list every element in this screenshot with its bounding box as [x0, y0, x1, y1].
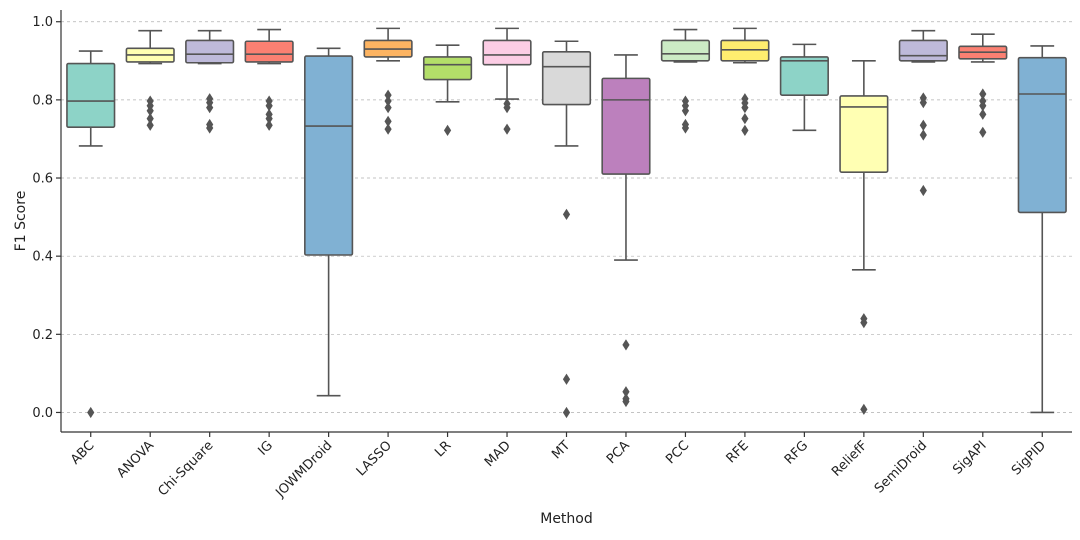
outlier-point — [265, 119, 273, 131]
box-semidroid — [898, 29, 948, 197]
outlier-point — [622, 386, 630, 398]
x-tick-label: PCC — [663, 438, 692, 467]
x-tick-label: RFG — [782, 438, 811, 467]
x-tick-label: PCA — [604, 438, 633, 467]
box-series — [66, 27, 1067, 419]
outlier-point — [384, 115, 392, 127]
outlier-point — [146, 119, 154, 131]
x-tick-label: SigAPI — [950, 438, 989, 477]
outlier-point — [979, 100, 987, 112]
box-mt — [541, 40, 592, 419]
iqr-box — [601, 77, 651, 175]
box-ig — [244, 28, 294, 131]
outlier-point — [562, 373, 571, 385]
box-anova — [125, 29, 175, 131]
iqr-box — [422, 56, 473, 81]
outlier-point — [919, 119, 927, 131]
iqr-box — [482, 39, 532, 66]
x-tick-label: MAD — [482, 438, 514, 470]
outlier-point — [443, 124, 452, 136]
outlier-point — [562, 208, 571, 220]
outlier-point — [384, 123, 392, 135]
outlier-point — [503, 123, 511, 135]
outlier-point — [741, 113, 749, 125]
x-tick-label: SigPID — [1009, 438, 1049, 478]
box-chi-square — [185, 29, 235, 134]
x-tick-label: Chi-Square — [155, 438, 216, 499]
iqr-box — [898, 39, 948, 62]
y-tick-label: 0.0 — [32, 406, 53, 421]
outlier-point — [919, 184, 927, 197]
box-pcc — [660, 28, 711, 134]
outlier-point — [265, 113, 273, 125]
outlier-point — [979, 88, 987, 100]
y-tick-label: 0.6 — [32, 172, 53, 187]
outlier-point — [860, 316, 868, 329]
box-pca — [601, 54, 651, 408]
box-abc — [66, 50, 116, 419]
y-axis-label: F1 Score — [13, 191, 29, 252]
x-tick-label: ReliefF — [829, 438, 871, 480]
outlier-point — [741, 102, 749, 114]
outlier-point — [919, 97, 927, 109]
x-tick-label: ABC — [68, 438, 97, 467]
box-mad — [482, 27, 532, 135]
x-tick-label: IG — [256, 438, 276, 458]
x-tick-label: LASSO — [354, 438, 395, 479]
outlier-point — [860, 403, 868, 415]
y-tick-label: 1.0 — [32, 15, 53, 30]
outlier-point — [206, 122, 214, 134]
outlier-point — [562, 406, 571, 419]
box-lasso — [363, 27, 413, 135]
iqr-box — [185, 39, 235, 64]
outlier-point — [681, 122, 690, 134]
outlier-point — [206, 102, 214, 114]
outlier-point — [87, 406, 95, 419]
outlier-point — [741, 124, 749, 136]
outlier-point — [384, 89, 392, 101]
outlier-point — [681, 105, 690, 117]
outlier-point — [622, 339, 630, 351]
outlier-point — [384, 102, 392, 114]
y-tick-label: 0.8 — [32, 93, 53, 108]
outlier-point — [146, 105, 154, 117]
outlier-point — [146, 113, 154, 125]
iqr-box — [304, 55, 354, 256]
x-tick-label: JOWMDroid — [272, 438, 335, 501]
outlier-point — [979, 108, 987, 120]
outlier-point — [503, 102, 511, 114]
iqr-box — [66, 62, 116, 129]
box-rfg — [779, 43, 829, 132]
iqr-box — [244, 40, 294, 63]
x-tick-label: ANOVA — [114, 438, 157, 481]
x-tick-label: RFE — [724, 438, 752, 466]
outlier-point — [384, 95, 392, 107]
iqr-box — [779, 56, 829, 96]
outlier-point — [919, 129, 927, 141]
box-sigapi — [958, 33, 1008, 138]
outlier-point — [622, 395, 630, 408]
box-rfe — [720, 27, 770, 136]
iqr-box — [541, 51, 592, 106]
x-tick-label: MT — [549, 438, 573, 462]
box-sigpid — [1017, 45, 1067, 414]
iqr-box — [1017, 56, 1067, 214]
y-tick-label: 0.2 — [32, 328, 53, 343]
outlier-point — [265, 100, 273, 112]
y-tick-labels: 0.0 0.2 0.4 0.6 0.8 1.0 — [32, 15, 61, 421]
box-jowmdroid — [304, 47, 354, 397]
x-tick-label: LR — [432, 438, 454, 460]
box-relieff — [839, 59, 889, 415]
outlier-point — [979, 126, 987, 138]
x-axis-label: Method — [540, 511, 593, 527]
y-tick-label: 0.4 — [32, 250, 53, 265]
box-lr — [422, 44, 473, 136]
iqr-box — [839, 95, 889, 173]
iqr-box — [660, 39, 711, 62]
x-tick-label: SemiDroid — [872, 438, 930, 496]
